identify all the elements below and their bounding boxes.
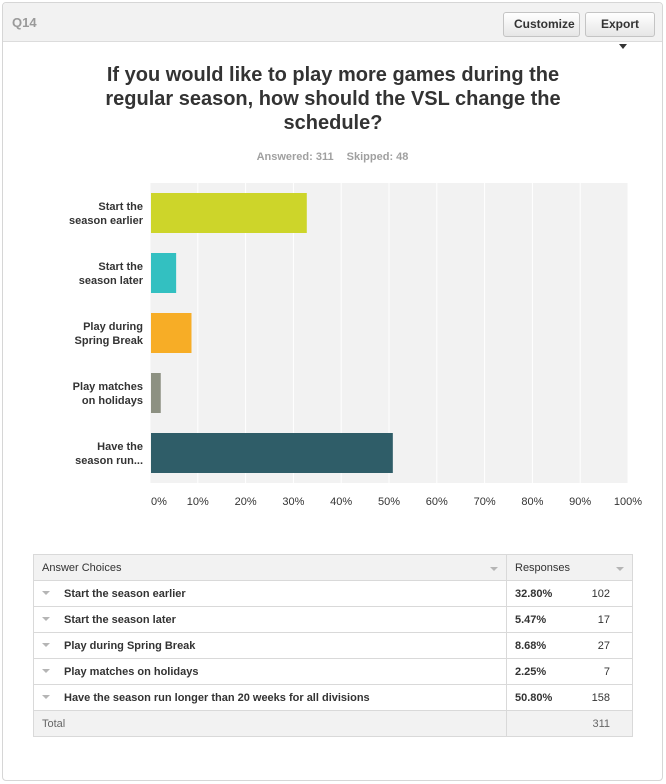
category-label: Have the: [97, 441, 143, 453]
total-value: 311: [576, 710, 633, 737]
category-label: Spring Break: [75, 335, 144, 347]
total-row: Total 311: [33, 710, 633, 737]
bar: [151, 313, 192, 353]
response-percent: 8.68%: [506, 632, 577, 659]
bar: [151, 193, 307, 233]
category-label: season later: [79, 275, 144, 287]
x-tick-label: 60%: [426, 496, 448, 508]
export-button[interactable]: Export: [585, 12, 655, 49]
table-row: Play matches on holidays 2.25% 7: [33, 658, 633, 685]
response-percent: 2.25%: [506, 658, 577, 685]
row-expand-icon[interactable]: [42, 616, 50, 621]
responses-header[interactable]: Responses: [506, 554, 633, 581]
customize-button[interactable]: Customize: [503, 12, 580, 37]
category-label: Start the: [98, 201, 143, 213]
caret-down-icon: [619, 44, 627, 49]
x-tick-label: 40%: [330, 496, 352, 508]
row-expand-icon[interactable]: [42, 590, 50, 595]
x-tick-label: 80%: [521, 496, 543, 508]
category-label: Play during: [83, 321, 143, 333]
table-header-row: Answer Choices Responses: [33, 554, 633, 581]
response-percent: 32.80%: [506, 580, 577, 607]
choice-label: Start the season later: [64, 613, 176, 626]
x-tick-label: 20%: [235, 496, 257, 508]
bar-chart: 0% 10% 20% 30% 40% 50% 60% 70% 80% 90% 100% Start t…: [69, 183, 642, 508]
category-label: Start the: [98, 261, 143, 273]
answer-choices-header[interactable]: Answer Choices: [33, 554, 507, 581]
x-tick-label: 10%: [187, 496, 209, 508]
category-label: on holidays: [82, 395, 143, 407]
choice-label: Have the season run longer than 20 weeks…: [64, 691, 370, 704]
category-label: season run...: [75, 455, 143, 467]
question-title: If you would like to play more games dur…: [105, 64, 561, 134]
results-table: Answer Choices Responses Start the seaso…: [33, 554, 633, 737]
choice-label: Play matches on holidays: [64, 665, 199, 678]
row-expand-icon[interactable]: [42, 642, 50, 647]
response-summary: Answered: 311 Skipped: 48: [3, 151, 662, 163]
response-percent: 5.47%: [506, 606, 577, 633]
x-tick-label: 70%: [474, 496, 496, 508]
x-tick-label: 90%: [569, 496, 591, 508]
response-count: 7: [576, 658, 633, 685]
response-count: 102: [576, 580, 633, 607]
skipped-count: Skipped: 48: [346, 151, 409, 163]
sort-arrow-icon: [616, 566, 624, 571]
bar: [151, 373, 161, 413]
question-number: Q14: [12, 15, 37, 30]
category-label: Play matches: [73, 381, 143, 393]
table-row: Have the season run longer than 20 weeks…: [33, 684, 633, 711]
choice-label: Play during Spring Break: [64, 639, 196, 652]
row-expand-icon[interactable]: [42, 668, 50, 673]
response-count: 17: [576, 606, 633, 633]
table-row: Start the season later 5.47% 17: [33, 606, 633, 633]
export-label: Export: [600, 17, 639, 31]
response-percent: 50.80%: [506, 684, 577, 711]
bar: [151, 433, 393, 473]
x-tick-label: 30%: [282, 496, 304, 508]
response-count: 27: [576, 632, 633, 659]
sort-arrow-icon: [490, 566, 498, 571]
answered-count: Answered: 311: [256, 151, 334, 163]
bar: [151, 253, 177, 293]
row-expand-icon[interactable]: [42, 694, 50, 699]
x-tick-label: 0%: [151, 496, 167, 508]
x-tick-label: 50%: [378, 496, 400, 508]
table-row: Start the season earlier 32.80% 102: [33, 580, 633, 607]
panel-header: Q14 Customize Export: [3, 3, 662, 49]
choice-label: Start the season earlier: [64, 587, 186, 600]
table-row: Play during Spring Break 8.68% 27: [33, 632, 633, 659]
x-tick-label: 100%: [614, 496, 642, 508]
total-label: Total: [33, 710, 507, 737]
response-count: 158: [576, 684, 633, 711]
category-label: season earlier: [69, 215, 144, 227]
